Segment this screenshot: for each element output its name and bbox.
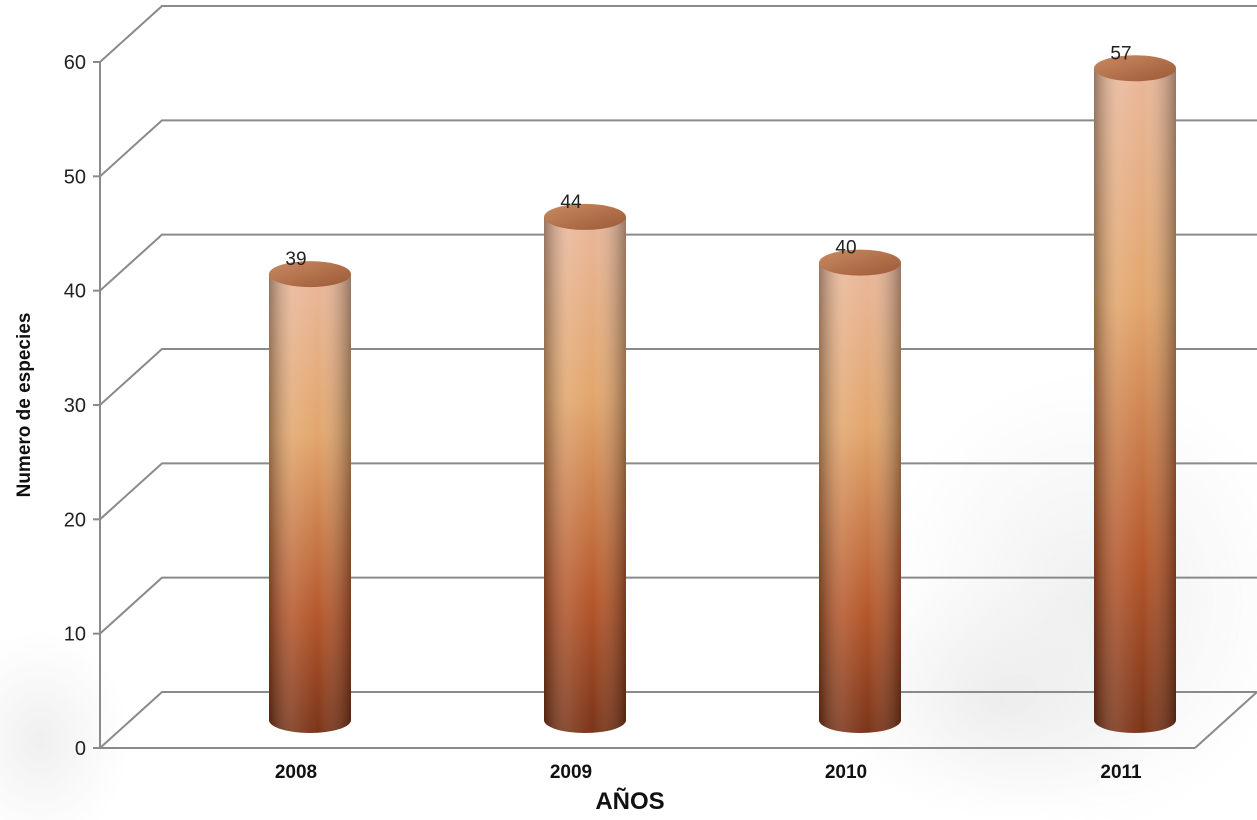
bar-cap xyxy=(269,261,351,288)
background-illustration xyxy=(0,370,1257,820)
y-tick-label: 10 xyxy=(64,624,86,646)
bar-cap xyxy=(819,249,901,276)
y-tick-label: 20 xyxy=(64,509,86,531)
data-label: 39 xyxy=(285,249,306,270)
y-axis-title: Numero de especies xyxy=(14,313,35,498)
axes xyxy=(93,61,1257,749)
data-label: 40 xyxy=(835,238,856,259)
gridline xyxy=(99,119,1257,178)
y-tick-label: 0 xyxy=(75,738,86,760)
floor-right-edge xyxy=(1194,691,1257,749)
bar-2008 xyxy=(269,261,351,733)
labels: 0 10 20 30 40 50 60 39 2008 44 2009 40 2010 57 2011 xyxy=(64,43,1142,783)
bar-2009 xyxy=(544,203,626,733)
data-label: 44 xyxy=(560,192,582,213)
y-tick-label: 60 xyxy=(64,52,86,74)
bars xyxy=(269,55,1176,734)
x-tick-label: 2008 xyxy=(275,762,317,783)
bar-shading xyxy=(269,274,351,733)
y-tick-label: 40 xyxy=(64,281,86,303)
data-label: 57 xyxy=(1110,43,1131,64)
bar-cap xyxy=(1094,55,1176,82)
x-tick-label: 2010 xyxy=(825,762,867,783)
gridline xyxy=(99,5,1257,63)
gridline xyxy=(99,233,1257,292)
bar-shading xyxy=(544,216,626,733)
x-tick-label: 2009 xyxy=(550,762,592,783)
bar-shading xyxy=(819,262,901,733)
bar-shading xyxy=(1094,68,1176,734)
bar-cap xyxy=(544,203,626,230)
bar-2010 xyxy=(819,249,901,733)
y-tick-label: 30 xyxy=(64,395,86,417)
x-axis-title: AÑOS xyxy=(595,787,664,815)
y-tick-label: 50 xyxy=(64,166,86,188)
x-tick-label: 2011 xyxy=(1100,762,1142,783)
bar-2011 xyxy=(1094,55,1176,734)
